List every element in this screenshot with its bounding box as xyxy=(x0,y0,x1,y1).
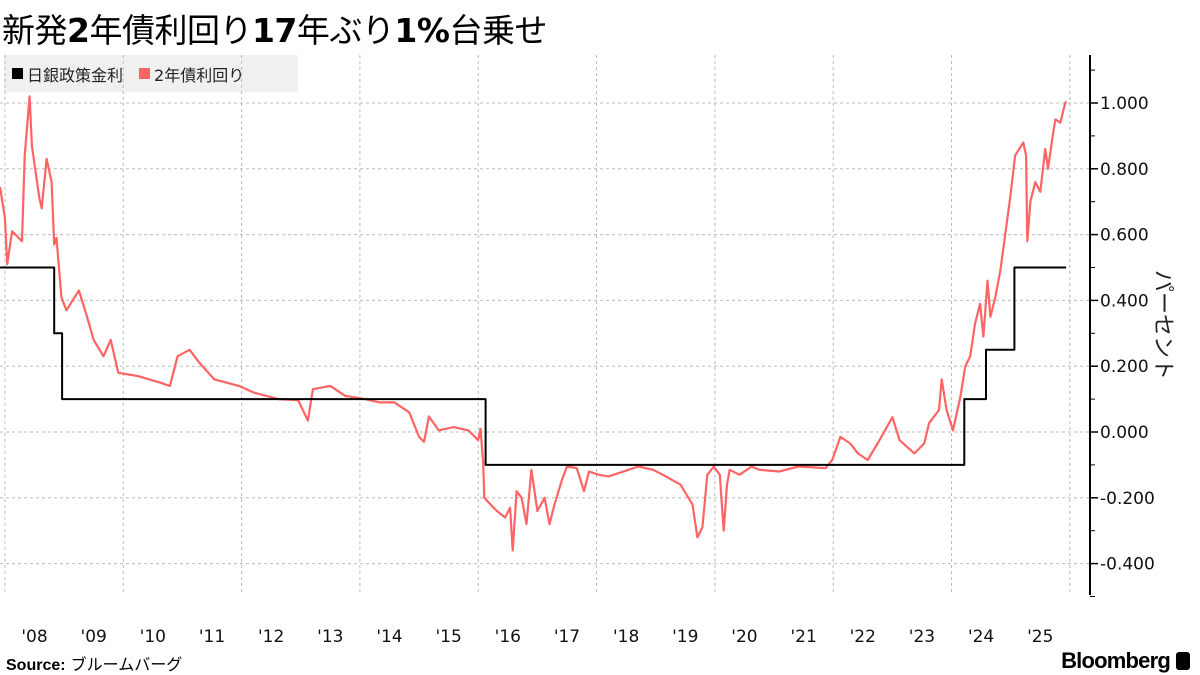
x-tick-label: '24 xyxy=(968,627,994,647)
x-tick-label: '11 xyxy=(199,627,225,647)
legend: 日銀政策金利 2年債利回り xyxy=(4,55,298,92)
x-tick-label: '19 xyxy=(672,627,698,647)
yield-2y-line-points xyxy=(0,96,1067,551)
x-tick-label: '15 xyxy=(435,627,461,647)
y-tick-label: 0.600 xyxy=(1100,226,1149,246)
source-note: Source: ブルームバーグ xyxy=(6,651,182,675)
legend-swatch-2y-yield xyxy=(139,68,151,79)
legend-swatch-policy-rate xyxy=(12,68,23,79)
x-tick-label: '17 xyxy=(554,627,580,647)
x-tick-label: '25 xyxy=(1027,627,1053,647)
legend-label-2y-yield: 2年債利回り xyxy=(154,65,245,85)
x-tick-label: '23 xyxy=(909,627,935,647)
x-tick-label: '20 xyxy=(731,627,757,647)
x-tick-label: '16 xyxy=(495,627,521,647)
source-value: ブルームバーグ xyxy=(70,655,183,674)
brand-name: Bloomberg xyxy=(1061,648,1171,673)
y-tick-label: -0.400 xyxy=(1100,555,1155,575)
y-tick-label: 0.400 xyxy=(1100,291,1149,311)
y-tick-label: -0.200 xyxy=(1100,489,1155,509)
y-axis: -0.400 -0.200 0.000 0.200 0.400 0.600 0.800 1.0… xyxy=(1089,55,1155,597)
y-tick-label: 1.000 xyxy=(1100,94,1149,114)
policy-rate-line-points xyxy=(0,267,1067,465)
x-tick-label: '22 xyxy=(850,627,876,647)
x-tick-label: '12 xyxy=(258,627,284,647)
x-tick-label: '21 xyxy=(790,627,816,647)
grid xyxy=(0,55,1090,595)
chart-title: 新発2年債利回り17年ぶり1%台乗せ xyxy=(2,11,547,50)
legend-label-policy-rate: 日銀政策金利 xyxy=(27,65,124,85)
y-axis-label: パーセント xyxy=(1150,269,1175,381)
y-tick-label: 0.200 xyxy=(1100,357,1149,377)
yield-2y-line xyxy=(0,95,1068,552)
y-tick-label: 0.000 xyxy=(1100,423,1149,443)
x-tick-label: '14 xyxy=(376,627,402,647)
source-label: Source: xyxy=(6,657,66,674)
series-lines xyxy=(0,95,1068,552)
legend-item-policy-rate: 日銀政策金利 xyxy=(12,62,123,86)
x-tick-label: '09 xyxy=(81,627,107,647)
bloomberg-chart-icon xyxy=(1176,652,1190,670)
policy-rate-line xyxy=(0,266,1067,466)
x-tick-label: '13 xyxy=(317,627,343,647)
x-tick-label: '18 xyxy=(613,627,639,647)
legend-item-2y-yield: 2年債利回り xyxy=(139,62,244,86)
x-axis: '08 '09 '10 '11 '12 '13 '14 '15 '16 '17 '18 '19 '20 '… xyxy=(21,627,1053,647)
x-tick-label: '08 xyxy=(21,627,47,647)
y-tick-label: 0.800 xyxy=(1100,160,1149,180)
bloomberg-logo: Bloomberg xyxy=(1061,648,1190,674)
x-tick-label: '10 xyxy=(140,627,166,647)
